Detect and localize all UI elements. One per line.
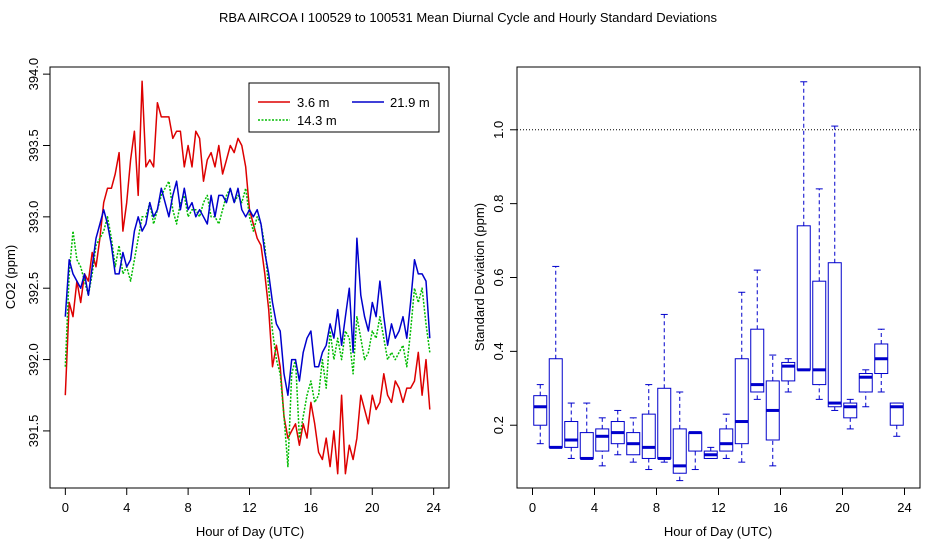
legend-label-21-9m: 21.9 m <box>390 95 430 110</box>
box-hour-1-5 <box>548 265 563 449</box>
legend-label-3-6m: 3.6 m <box>297 95 330 110</box>
iqr-box <box>750 328 765 393</box>
y-tick-label: 393.5 <box>26 129 41 162</box>
y-tick-label: 0.4 <box>491 342 506 360</box>
box-hour-2-5 <box>564 402 579 459</box>
iqr-box <box>827 262 842 408</box>
box-hour-3-5 <box>579 402 594 460</box>
y-tick-label: 0.8 <box>491 195 506 213</box>
y-axis-label: CO2 (ppm) <box>3 245 18 309</box>
box-hour-6-5 <box>626 417 641 463</box>
iqr-box <box>595 428 610 452</box>
x-tick-label: 16 <box>773 500 787 515</box>
iqr-box <box>657 387 672 459</box>
x-tick-label: 12 <box>711 500 725 515</box>
series-lines <box>64 80 431 475</box>
box-hour-4-5 <box>595 417 610 467</box>
x-axis: 0 4 8 12 16 20 24 <box>529 487 912 515</box>
iqr-box <box>564 421 579 448</box>
box-hour-11-5 <box>703 446 718 459</box>
legend-label-14-3m: 14.3 m <box>297 113 337 128</box>
box-hour-21-5 <box>858 369 873 408</box>
box-hour-17-5 <box>796 81 811 372</box>
box-hour-7-5 <box>641 384 656 471</box>
box-hour-9-5 <box>672 391 687 482</box>
iqr-box <box>688 432 703 452</box>
y-tick-label: 393.0 <box>26 201 41 234</box>
legend-box <box>248 82 440 133</box>
series-line-14-3-m <box>64 180 431 468</box>
iqr-box <box>533 395 548 426</box>
x-tick-label: 24 <box>426 500 440 515</box>
iqr-box <box>812 280 827 386</box>
x-tick-label: 8 <box>653 500 660 515</box>
chart-title: RBA AIRCOA I 100529 to 100531 Mean Diurn… <box>219 10 717 25</box>
y-tick-label: 0.6 <box>491 268 506 286</box>
y-axis-label: Standard Deviation (ppm) <box>472 203 487 351</box>
box-hour-18-5 <box>812 188 827 400</box>
iqr-box <box>734 358 749 445</box>
box-plots <box>533 81 904 482</box>
iqr-box <box>672 428 687 474</box>
y-tick-label: 0.2 <box>491 416 506 434</box>
x-tick-label: 20 <box>365 500 379 515</box>
box-hour-12-5 <box>719 413 734 459</box>
box-hour-8-5 <box>657 313 672 463</box>
x-tick-label: 20 <box>835 500 849 515</box>
x-tick-label: 4 <box>123 500 130 515</box>
y-tick-label: 392.5 <box>26 272 41 305</box>
x-tick-label: 24 <box>897 500 911 515</box>
box-hour-19-5 <box>827 125 842 411</box>
iqr-box <box>796 225 811 371</box>
y-tick-label: 392.0 <box>26 343 41 376</box>
x-tick-label: 4 <box>591 500 598 515</box>
std-dev-box-chart: 0 4 8 12 16 20 24 0.2 0.4 0.6 0.8 1.0 Hour of Day … <box>472 66 921 539</box>
x-tick-label: 0 <box>62 500 69 515</box>
box-hour-5-5 <box>610 409 625 456</box>
legend: 3.6 m 14.3 m 21.9 m <box>248 82 440 133</box>
x-axis-label: Hour of Day (UTC) <box>664 524 772 539</box>
x-tick-label: 8 <box>184 500 191 515</box>
series-line-21-9-m <box>64 180 431 396</box>
iqr-box <box>579 432 594 459</box>
iqr-box <box>641 413 656 459</box>
box-hour-10-5 <box>688 431 703 471</box>
x-tick-label: 16 <box>304 500 318 515</box>
x-tick-label: 0 <box>529 500 536 515</box>
box-hour-22-5 <box>874 328 889 393</box>
box-hour-20-5 <box>843 398 858 430</box>
x-axis: 0 4 8 12 16 20 24 <box>62 487 441 515</box>
box-hour-0-5 <box>533 384 548 445</box>
y-tick-label: 394.0 <box>26 58 41 91</box>
y-axis: 0.2 0.4 0.6 0.8 1.0 <box>491 121 517 434</box>
iqr-box <box>719 428 734 452</box>
box-hour-16-5 <box>781 358 796 393</box>
co2-line-chart: 0 4 8 12 16 20 24 391.5 392.0 392.5 393.0 393.5 394… <box>3 58 450 539</box>
iqr-box <box>889 402 904 426</box>
iqr-box <box>548 358 563 448</box>
box-hour-13-5 <box>734 291 749 463</box>
y-tick-label: 1.0 <box>491 121 506 139</box>
box-hour-14-5 <box>750 269 765 400</box>
box-hour-15-5 <box>765 354 780 467</box>
y-axis: 391.5 392.0 392.5 393.0 393.5 394.0 <box>26 58 50 447</box>
series-line-3-6-m <box>64 80 431 475</box>
box-hour-23-5 <box>889 402 904 437</box>
x-tick-label: 12 <box>242 500 256 515</box>
x-axis-label: Hour of Day (UTC) <box>196 524 304 539</box>
y-tick-label: 391.5 <box>26 415 41 448</box>
